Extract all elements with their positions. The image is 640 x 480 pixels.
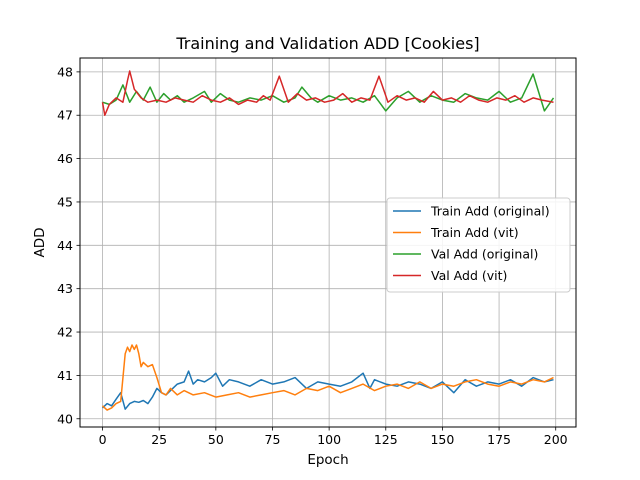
x-tick-label: 25 <box>151 432 167 447</box>
y-tick-label: 44 <box>57 238 73 253</box>
grid-layer <box>80 58 576 427</box>
x-axis-label: Epoch <box>307 452 348 468</box>
series-line-1 <box>101 344 554 411</box>
x-tick-label: 200 <box>544 432 568 447</box>
series-layer <box>101 70 555 411</box>
x-tick-label: 0 <box>99 432 107 447</box>
series-line-3 <box>101 70 554 116</box>
x-tick-label: 100 <box>317 432 341 447</box>
y-tick-label: 45 <box>57 194 73 209</box>
plot-frame <box>79 57 577 428</box>
y-tick-label: 46 <box>57 151 73 166</box>
x-tick-label: 125 <box>374 432 398 447</box>
y-tick-label: 40 <box>57 411 73 426</box>
legend-entry-label: Val Add (vit) <box>431 268 507 283</box>
y-axis-label: ADD <box>32 227 48 257</box>
x-tick-label: 175 <box>487 432 511 447</box>
legend-entry-label: Train Add (vit) <box>430 225 519 240</box>
y-tick-label: 48 <box>57 64 73 79</box>
legend-entry-label: Train Add (original) <box>430 204 550 219</box>
series-line-0 <box>101 370 554 410</box>
y-tick-label: 41 <box>57 368 73 383</box>
x-tick-label: 75 <box>265 432 281 447</box>
legend: Train Add (original) Train Add (vit) Val A… <box>386 197 571 293</box>
legend-box <box>386 197 571 293</box>
x-tick-label: 50 <box>208 432 224 447</box>
tick-layer: 0 25 50 75 100 125 150 175 200 40 41 42 43 44 45 46 47 48 <box>57 64 568 447</box>
y-tick-label: 43 <box>57 281 73 296</box>
legend-entry-label: Val Add (original) <box>431 247 538 262</box>
y-tick-label: 42 <box>57 325 73 340</box>
x-tick-label: 150 <box>430 432 454 447</box>
y-tick-label: 47 <box>57 108 73 123</box>
chart-title: Training and Validation ADD [Cookies] <box>175 34 479 53</box>
